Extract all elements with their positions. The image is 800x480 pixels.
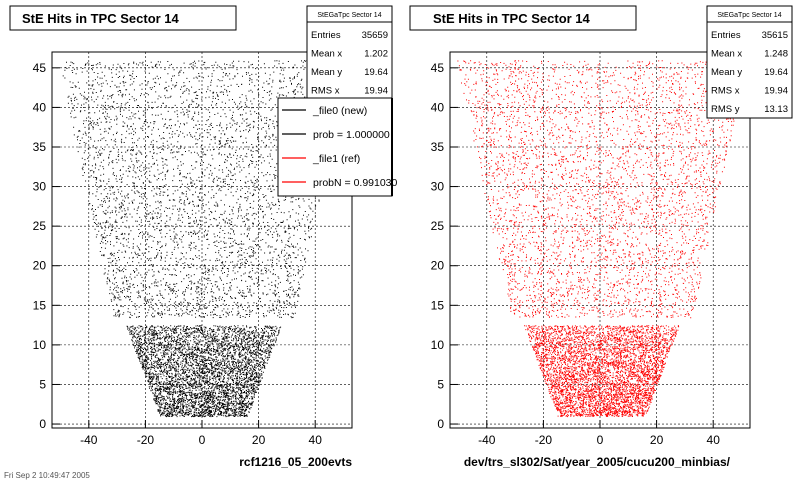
stats-label: Entries [311, 30, 341, 41]
y-tick-label: 10 [33, 338, 47, 352]
scatter-point [62, 60, 349, 418]
stats-label: Mean y [311, 67, 342, 78]
x-axis-title: dev/trs_sl302/Sat/year_2005/cucu200_minb… [464, 455, 731, 469]
stats-value: 19.94 [764, 86, 788, 97]
legend: _file0 (new) prob = 1.000000 _file1 (ref) p… [277, 97, 398, 197]
y-tick-label: 25 [33, 219, 47, 233]
y-tick-label: 5 [39, 377, 46, 391]
stats-value: 19.64 [364, 67, 388, 78]
legend-label: probN = 0.991030 [313, 177, 398, 189]
stats-label: Entries [711, 30, 741, 41]
stats-label: RMS y [711, 104, 740, 115]
y-tick-label: 45 [431, 61, 445, 75]
scatter-points [62, 60, 349, 418]
x-tick-label: 20 [252, 433, 266, 447]
y-tick-label: 30 [33, 180, 47, 194]
y-tick-label: 35 [431, 140, 445, 154]
y-tick-label: 30 [431, 180, 445, 194]
stats-box [306, 5, 393, 111]
x-tick-label: 0 [199, 433, 206, 447]
x-tick-label: -40 [478, 433, 496, 447]
footer-date: Fri Sep 2 10:49:47 2005 [4, 471, 90, 480]
x-tick-label: 20 [650, 433, 664, 447]
x-axis-title: rcf1216_05_200evts [239, 455, 352, 469]
stats-box [706, 5, 793, 119]
y-tick-label: 0 [39, 417, 46, 431]
stats-value: 35615 [762, 30, 788, 41]
title-box [9, 5, 237, 31]
stats-value: 1.248 [764, 49, 788, 60]
stats-value: 13.13 [764, 104, 788, 115]
x-tick-label: -20 [535, 433, 553, 447]
y-tick-label: 15 [33, 298, 47, 312]
stats-name: StEGaTpc Sector 14 [317, 12, 381, 19]
stats-value: 19.94 [364, 86, 388, 97]
stats-label: Mean y [711, 67, 742, 78]
stats-value: 35659 [362, 30, 388, 41]
stats-value: 19.64 [764, 67, 788, 78]
stats-label: RMS x [711, 86, 740, 97]
x-tick-label: -20 [137, 433, 155, 447]
y-tick-label: 45 [33, 61, 47, 75]
legend-label: _file1 (ref) [312, 153, 360, 165]
legend-label: _file0 (new) [312, 105, 367, 117]
panel-left: -40 -20 0 20 40 0 5 10 15 20 25 30 35 40 45 StE Hits in… [9, 5, 398, 469]
stats-value: 1.202 [364, 49, 388, 60]
y-tick-label: 40 [33, 100, 47, 114]
y-tick-label: 20 [33, 259, 47, 273]
stats-name: StEGaTpc Sector 14 [717, 12, 781, 19]
x-tick-label: 0 [597, 433, 604, 447]
y-tick-label: 20 [431, 259, 445, 273]
stats-label: Mean x [711, 49, 742, 60]
chart-title: StE Hits in TPC Sector 14 [22, 11, 180, 26]
scatter-point [457, 60, 748, 418]
x-tick-label: 40 [707, 433, 721, 447]
chart-title: StE Hits in TPC Sector 14 [433, 11, 591, 26]
y-tick-label: 15 [431, 298, 445, 312]
stats-label: RMS x [311, 86, 340, 97]
x-tick-label: 40 [309, 433, 323, 447]
stats-label: Mean x [311, 49, 342, 60]
title-box [409, 5, 637, 31]
x-tick-label: -40 [80, 433, 98, 447]
y-tick-label: 0 [437, 417, 444, 431]
y-tick-label: 35 [33, 140, 47, 154]
y-tick-label: 40 [431, 100, 445, 114]
y-tick-label: 5 [437, 377, 444, 391]
panel-right: -40 -20 0 20 40 0 5 10 15 20 25 30 35 40 45 StE Hits in… [409, 5, 793, 469]
legend-box [277, 97, 393, 197]
y-tick-label: 10 [431, 338, 445, 352]
scatter-points [457, 60, 748, 418]
legend-label: prob = 1.000000 [313, 129, 390, 141]
y-tick-label: 25 [431, 219, 445, 233]
